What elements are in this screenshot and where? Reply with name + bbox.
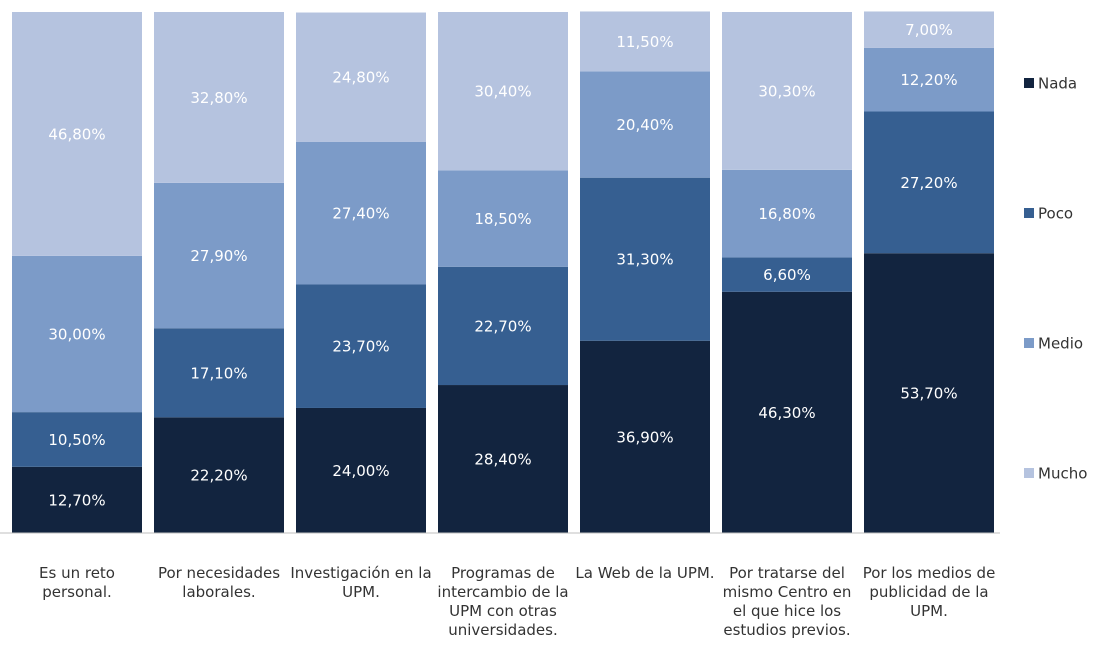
- bar-segment: [438, 170, 568, 267]
- value-label: 10,50%: [48, 431, 105, 449]
- bar-segment: [12, 255, 142, 413]
- value-label: 12,70%: [48, 491, 105, 509]
- value-label: 28,40%: [474, 451, 531, 469]
- x-tick-label: Programas de intercambio de la UPM con o…: [437, 564, 569, 639]
- bar-segment: [864, 11, 994, 48]
- bar-segment: [722, 291, 852, 533]
- value-label: 20,40%: [616, 116, 673, 134]
- value-label: 11,50%: [616, 33, 673, 51]
- bar-segment: [438, 12, 568, 171]
- bar-segment: [438, 266, 568, 386]
- bar-segment: [12, 12, 142, 256]
- bar-segment: [580, 177, 710, 341]
- x-tick-label: La Web de la UPM.: [575, 564, 715, 582]
- bar-segment: [438, 385, 568, 533]
- value-label: 36,90%: [616, 428, 673, 446]
- legend-swatch: [1024, 468, 1034, 478]
- value-label: 27,40%: [332, 205, 389, 223]
- bar-segment: [722, 12, 852, 170]
- bar-segment: [864, 111, 994, 254]
- bar-segment: [296, 12, 426, 142]
- bar-segment: [12, 412, 142, 467]
- x-tick-label: Es un reto personal.: [39, 564, 115, 601]
- x-tick-label: Por los medios de publicidad de la UPM.: [862, 564, 996, 620]
- legend-swatch: [1024, 338, 1034, 348]
- bar-segment: [296, 407, 426, 533]
- value-label: 46,80%: [48, 125, 105, 143]
- value-label: 12,20%: [900, 71, 957, 89]
- bar-segment: [580, 11, 710, 72]
- value-label: 30,00%: [48, 325, 105, 343]
- value-label: 7,00%: [905, 21, 953, 39]
- bar-segment: [722, 257, 852, 292]
- bar-segment: [154, 328, 284, 418]
- value-label: 16,80%: [758, 205, 815, 223]
- value-label: 27,20%: [900, 174, 957, 192]
- bar-segment: [296, 284, 426, 408]
- legend-label: Mucho: [1038, 465, 1087, 483]
- x-tick-label: Por necesidades laborales.: [157, 564, 281, 601]
- bar-segment: [722, 169, 852, 258]
- bar-segment: [864, 47, 994, 112]
- bar-segment: [154, 417, 284, 533]
- bar-segment: [154, 182, 284, 329]
- x-tick-label: Por tratarse del mismo Centro en el que …: [722, 564, 852, 639]
- bar-segment: [154, 12, 284, 183]
- value-label: 22,20%: [190, 467, 247, 485]
- legend-swatch: [1024, 208, 1034, 218]
- bar-segment: [296, 141, 426, 285]
- bar-segment: [864, 253, 994, 533]
- value-label: 30,40%: [474, 83, 531, 101]
- bar-segment: [580, 340, 710, 533]
- x-tick-label: Investigación en la UPM.: [290, 564, 432, 601]
- bar-segment: [580, 71, 710, 178]
- legend-label: Medio: [1038, 335, 1083, 353]
- value-label: 53,70%: [900, 385, 957, 403]
- value-label: 17,10%: [190, 364, 247, 382]
- value-label: 18,50%: [474, 210, 531, 228]
- legend-label: Nada: [1038, 75, 1077, 93]
- value-label: 46,30%: [758, 404, 815, 422]
- value-label: 6,60%: [763, 266, 811, 284]
- value-label: 24,00%: [332, 462, 389, 480]
- value-label: 24,80%: [332, 69, 389, 87]
- value-label: 22,70%: [474, 317, 531, 335]
- legend-swatch: [1024, 78, 1034, 88]
- value-label: 27,90%: [190, 247, 247, 265]
- bar-segment: [12, 466, 142, 533]
- value-label: 23,70%: [332, 338, 389, 356]
- legend-label: Poco: [1038, 205, 1073, 223]
- value-label: 30,30%: [758, 82, 815, 100]
- value-label: 31,30%: [616, 251, 673, 269]
- value-label: 32,80%: [190, 89, 247, 107]
